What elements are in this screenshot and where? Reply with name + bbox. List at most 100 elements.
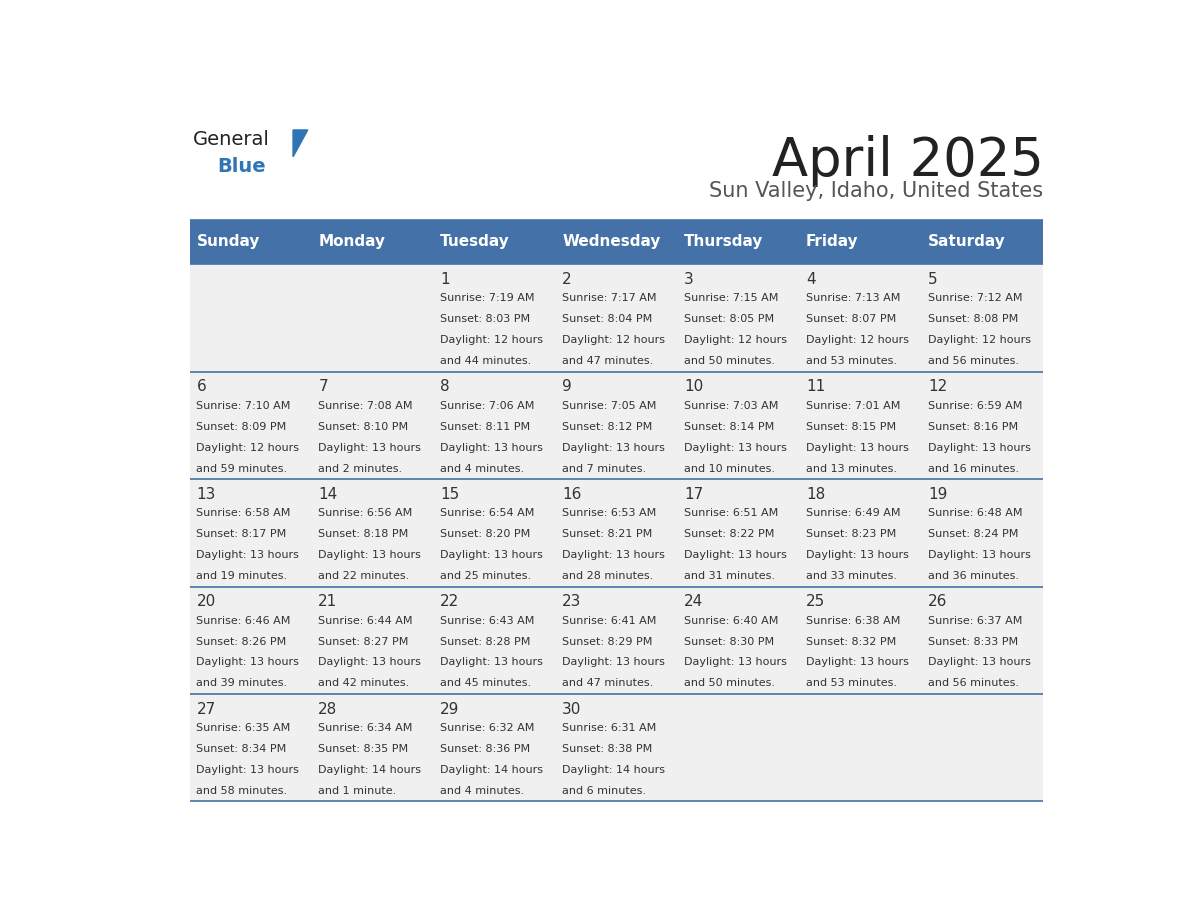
Text: and 56 minutes.: and 56 minutes.: [928, 356, 1019, 366]
Bar: [556, 479, 677, 587]
Text: and 28 minutes.: and 28 minutes.: [562, 571, 653, 581]
Text: Sunset: 8:05 PM: Sunset: 8:05 PM: [684, 314, 775, 324]
Text: Sunrise: 7:10 AM: Sunrise: 7:10 AM: [196, 400, 291, 410]
Bar: [922, 372, 1043, 479]
Text: Daylight: 13 hours: Daylight: 13 hours: [441, 442, 543, 453]
Text: Thursday: Thursday: [684, 234, 764, 250]
Bar: [800, 372, 922, 479]
Bar: [434, 587, 556, 694]
Polygon shape: [293, 130, 308, 157]
Text: Sunrise: 6:59 AM: Sunrise: 6:59 AM: [928, 400, 1023, 410]
Text: Daylight: 13 hours: Daylight: 13 hours: [805, 657, 909, 667]
Text: Sunset: 8:12 PM: Sunset: 8:12 PM: [562, 421, 652, 431]
Text: Sunrise: 7:12 AM: Sunrise: 7:12 AM: [928, 293, 1023, 303]
Text: Monday: Monday: [318, 234, 385, 250]
Text: Sunset: 8:34 PM: Sunset: 8:34 PM: [196, 744, 286, 754]
Text: Daylight: 13 hours: Daylight: 13 hours: [928, 550, 1031, 560]
Text: 19: 19: [928, 487, 947, 502]
Text: 7: 7: [318, 379, 328, 395]
Text: Sunset: 8:27 PM: Sunset: 8:27 PM: [318, 636, 409, 646]
Text: 30: 30: [562, 701, 582, 717]
Text: Daylight: 12 hours: Daylight: 12 hours: [196, 442, 299, 453]
Text: Sunrise: 6:34 AM: Sunrise: 6:34 AM: [318, 723, 412, 733]
Text: 28: 28: [318, 701, 337, 717]
Text: 23: 23: [562, 594, 582, 610]
Text: Sunset: 8:09 PM: Sunset: 8:09 PM: [196, 421, 286, 431]
Text: and 50 minutes.: and 50 minutes.: [684, 678, 775, 688]
Bar: [556, 694, 677, 801]
Bar: [190, 479, 312, 587]
Text: Daylight: 13 hours: Daylight: 13 hours: [318, 442, 422, 453]
Text: Sunrise: 7:03 AM: Sunrise: 7:03 AM: [684, 400, 778, 410]
Text: Sunrise: 6:43 AM: Sunrise: 6:43 AM: [441, 616, 535, 625]
Text: Sunset: 8:15 PM: Sunset: 8:15 PM: [805, 421, 896, 431]
Text: and 19 minutes.: and 19 minutes.: [196, 571, 287, 581]
Bar: [312, 694, 434, 801]
Bar: [190, 264, 312, 372]
Text: Sunrise: 6:53 AM: Sunrise: 6:53 AM: [562, 509, 657, 518]
Text: 2: 2: [562, 272, 571, 287]
Bar: [556, 264, 677, 372]
Text: Daylight: 13 hours: Daylight: 13 hours: [928, 442, 1031, 453]
Text: and 22 minutes.: and 22 minutes.: [318, 571, 410, 581]
Text: and 33 minutes.: and 33 minutes.: [805, 571, 897, 581]
Text: 16: 16: [562, 487, 582, 502]
Text: and 31 minutes.: and 31 minutes.: [684, 571, 775, 581]
Bar: [190, 694, 312, 801]
Bar: [434, 694, 556, 801]
Text: and 6 minutes.: and 6 minutes.: [562, 786, 646, 796]
Text: 11: 11: [805, 379, 826, 395]
Text: Sunrise: 6:56 AM: Sunrise: 6:56 AM: [318, 509, 412, 518]
Text: 1: 1: [441, 272, 450, 287]
Bar: [190, 372, 312, 479]
Bar: [312, 372, 434, 479]
Text: and 53 minutes.: and 53 minutes.: [805, 678, 897, 688]
Text: Sunset: 8:28 PM: Sunset: 8:28 PM: [441, 636, 531, 646]
Text: Daylight: 13 hours: Daylight: 13 hours: [684, 657, 786, 667]
Text: Daylight: 14 hours: Daylight: 14 hours: [318, 765, 422, 775]
Bar: [800, 587, 922, 694]
Text: and 16 minutes.: and 16 minutes.: [928, 464, 1019, 474]
Text: and 1 minute.: and 1 minute.: [318, 786, 397, 796]
Bar: [922, 479, 1043, 587]
Text: and 7 minutes.: and 7 minutes.: [562, 464, 646, 474]
Text: Sunrise: 6:58 AM: Sunrise: 6:58 AM: [196, 509, 291, 518]
Text: Daylight: 13 hours: Daylight: 13 hours: [562, 657, 665, 667]
Text: Sunrise: 7:13 AM: Sunrise: 7:13 AM: [805, 293, 901, 303]
Text: and 58 minutes.: and 58 minutes.: [196, 786, 287, 796]
Bar: [677, 587, 800, 694]
Bar: [312, 587, 434, 694]
Text: Daylight: 13 hours: Daylight: 13 hours: [196, 765, 299, 775]
Text: 15: 15: [441, 487, 460, 502]
Bar: [800, 479, 922, 587]
Text: Sunrise: 6:32 AM: Sunrise: 6:32 AM: [441, 723, 535, 733]
Bar: [312, 479, 434, 587]
Text: Daylight: 13 hours: Daylight: 13 hours: [562, 550, 665, 560]
Text: Sunset: 8:35 PM: Sunset: 8:35 PM: [318, 744, 409, 754]
Text: Sunrise: 7:01 AM: Sunrise: 7:01 AM: [805, 400, 901, 410]
Text: 3: 3: [684, 272, 694, 287]
Text: Tuesday: Tuesday: [441, 234, 510, 250]
Text: Sunset: 8:38 PM: Sunset: 8:38 PM: [562, 744, 652, 754]
Text: Daylight: 12 hours: Daylight: 12 hours: [928, 335, 1031, 345]
Text: Wednesday: Wednesday: [562, 234, 661, 250]
Text: General: General: [192, 130, 270, 149]
Bar: [190, 219, 1043, 264]
Text: 25: 25: [805, 594, 826, 610]
Bar: [922, 264, 1043, 372]
Bar: [677, 479, 800, 587]
Text: 22: 22: [441, 594, 460, 610]
Text: 4: 4: [805, 272, 816, 287]
Text: Daylight: 13 hours: Daylight: 13 hours: [441, 657, 543, 667]
Text: 20: 20: [196, 594, 216, 610]
Bar: [434, 372, 556, 479]
Text: 24: 24: [684, 594, 703, 610]
Bar: [677, 264, 800, 372]
Text: Saturday: Saturday: [928, 234, 1006, 250]
Bar: [922, 694, 1043, 801]
Bar: [800, 694, 922, 801]
Text: Daylight: 13 hours: Daylight: 13 hours: [196, 657, 299, 667]
Text: Sunset: 8:20 PM: Sunset: 8:20 PM: [441, 529, 531, 539]
Text: and 44 minutes.: and 44 minutes.: [441, 356, 531, 366]
Text: Sunset: 8:04 PM: Sunset: 8:04 PM: [562, 314, 652, 324]
